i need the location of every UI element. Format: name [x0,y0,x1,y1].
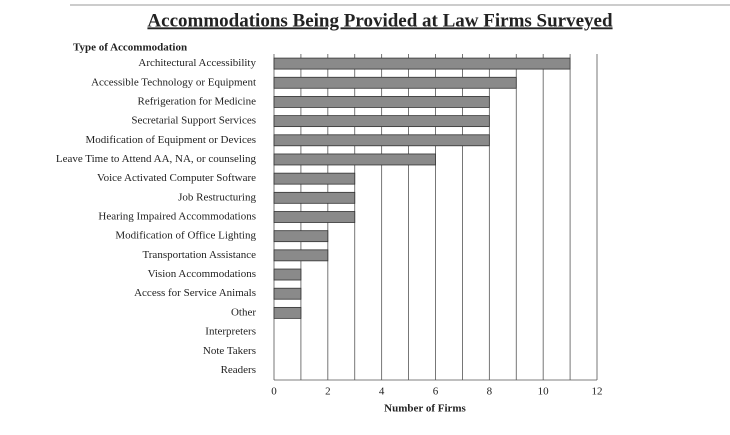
bar [273,172,356,185]
y-tick-label: Architectural Accessibility [138,57,256,69]
x-tick-label: 2 [325,386,331,398]
bar [273,287,302,300]
x-tick-label: 8 [487,386,493,398]
y-axis-label: Type of Accommodation [73,42,187,54]
y-tick-label: Transportation Assistance [142,249,256,261]
y-tick-label: Modification of Office Lighting [115,230,256,242]
bar [273,96,490,108]
y-tick-label: Hearing Impaired Accommodations [98,211,256,223]
x-tick-label: 12 [592,386,603,398]
bar [273,153,436,166]
x-tick-label: 0 [271,386,277,398]
bar [273,306,302,319]
x-tick-label: 4 [379,386,385,398]
y-tick-label: Readers [221,364,256,376]
y-tick-label: Interpreters [205,326,256,338]
bar [273,249,329,262]
y-tick-label: Note Takers [203,345,256,357]
bar [273,268,302,281]
x-tick-label: 6 [433,386,439,398]
chart-title: Accommodations Being Provided at Law Fir… [147,10,613,31]
bar [273,76,517,89]
bar [273,191,356,204]
y-tick-label: Refrigeration for Medicine [137,95,256,107]
bar [273,115,490,128]
bar [273,134,490,147]
bar [273,211,356,223]
x-tick-label: 10 [538,386,550,398]
y-tick-label: Leave Time to Attend AA, NA, or counseli… [56,153,257,165]
y-tick-label: Access for Service Animals [134,287,256,299]
y-tick-label: Secretarial Support Services [131,115,256,127]
y-tick-label: Job Restructuring [178,191,256,203]
y-tick-label: Other [231,306,256,318]
y-tick-label: Modification of Equipment or Devices [86,134,256,146]
y-tick-label: Vision Accommodations [148,268,256,280]
bar [273,230,329,243]
x-axis-label: Number of Firms [384,403,466,415]
bar [273,57,571,70]
y-tick-label: Voice Activated Computer Software [97,172,256,184]
y-tick-label: Accessible Technology or Equipment [91,76,256,88]
